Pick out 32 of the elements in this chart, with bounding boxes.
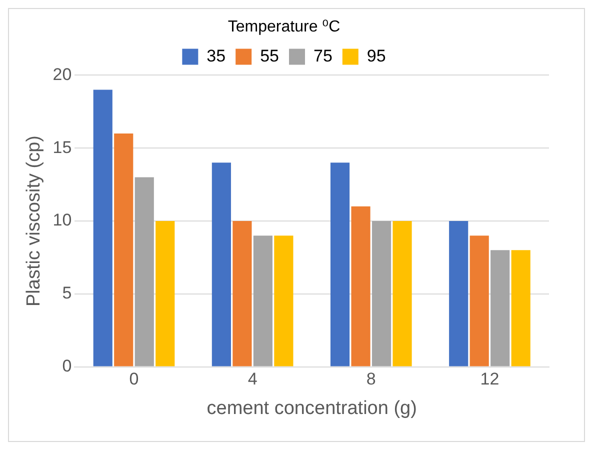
bar — [134, 177, 154, 366]
legend-label: 55 — [260, 46, 280, 66]
bar — [470, 236, 489, 366]
x-tick-label: 0 — [129, 370, 139, 389]
y-axis-title: Plastic viscosity (cp) — [24, 135, 45, 307]
bar — [392, 221, 412, 366]
y-tick-label: 0 — [62, 356, 72, 376]
y-tick-label: 15 — [52, 138, 72, 157]
bar — [490, 250, 510, 366]
legend-title: Temperature ⁰C — [228, 18, 340, 36]
x-tick-label: 8 — [366, 370, 376, 389]
legend-label: 75 — [314, 46, 332, 66]
legend-label: 95 — [366, 46, 386, 66]
y-tick-label: 10 — [52, 210, 72, 230]
bar — [449, 221, 468, 366]
x-tick-label: 4 — [248, 370, 258, 389]
y-tick-label: 5 — [62, 284, 72, 303]
y-tick-label: 20 — [52, 64, 72, 84]
bar — [93, 90, 112, 366]
bar — [372, 221, 392, 366]
bar — [330, 162, 350, 366]
bar — [114, 134, 134, 366]
legend-label: 35 — [206, 46, 226, 66]
x-axis-title: cement concentration (g) — [206, 398, 417, 419]
bar — [511, 250, 530, 366]
bar — [156, 221, 175, 366]
bar — [232, 221, 252, 366]
bar — [351, 206, 370, 366]
bar — [212, 162, 231, 366]
bar — [253, 236, 272, 366]
x-tick-label: 12 — [480, 370, 500, 389]
bar — [274, 236, 294, 366]
